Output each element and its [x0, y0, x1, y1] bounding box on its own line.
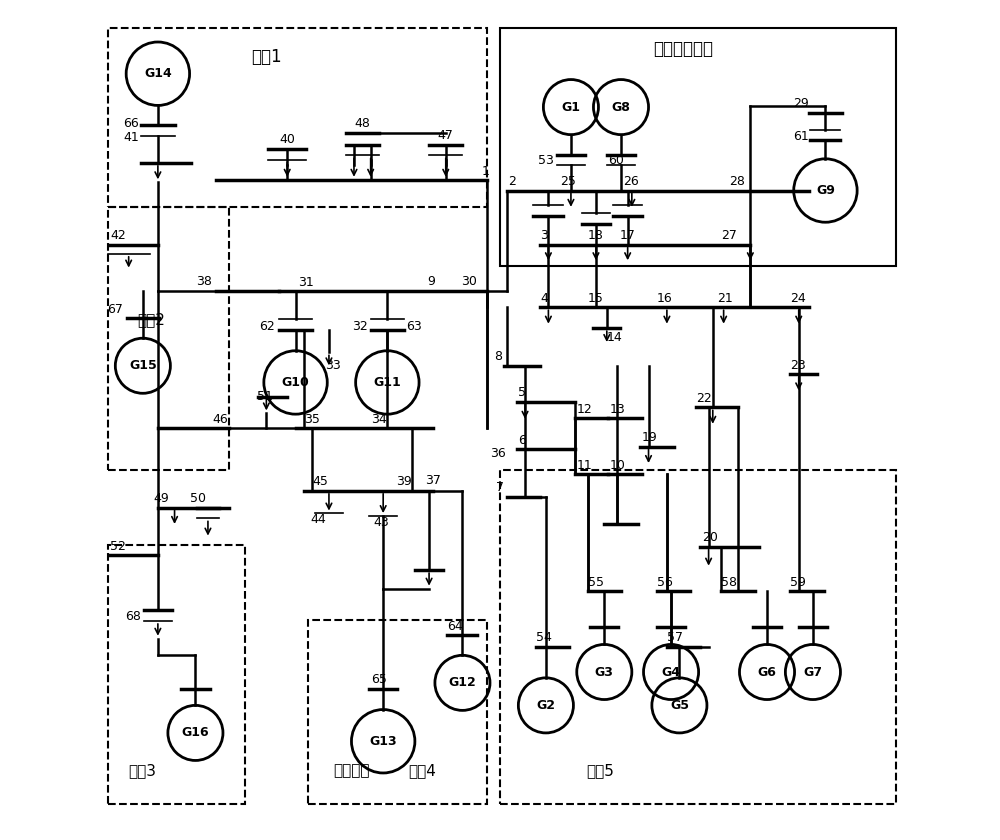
Text: G13: G13 [369, 735, 397, 748]
Text: 64: 64 [447, 620, 463, 633]
Text: 10: 10 [610, 459, 626, 472]
Text: 45: 45 [312, 475, 328, 488]
Bar [108, 545, 245, 804]
Text: G3: G3 [595, 665, 614, 679]
Text: G4: G4 [662, 665, 681, 679]
Text: 36: 36 [490, 447, 506, 459]
Text: G15: G15 [129, 360, 157, 372]
Text: 61: 61 [793, 130, 809, 143]
Text: 区域4: 区域4 [408, 763, 436, 778]
Text: 23: 23 [790, 359, 806, 371]
Text: G2: G2 [536, 699, 555, 711]
Text: G11: G11 [373, 376, 401, 389]
Text: 19: 19 [642, 431, 658, 444]
Text: 16: 16 [657, 291, 673, 305]
Text: 60: 60 [608, 154, 624, 167]
Text: 纽约系统: 纽约系统 [333, 763, 370, 778]
Text: 22: 22 [696, 392, 712, 405]
Text: 41: 41 [123, 131, 139, 144]
Text: 67: 67 [107, 302, 123, 316]
Bar [500, 470, 896, 804]
Text: 46: 46 [212, 412, 228, 426]
Text: 54: 54 [536, 632, 552, 644]
Text: 5: 5 [518, 386, 526, 399]
Bar [108, 28, 487, 207]
Text: 33: 33 [325, 359, 341, 372]
Text: 32: 32 [352, 320, 368, 333]
Text: 14: 14 [607, 331, 623, 344]
Text: 6: 6 [518, 433, 526, 447]
Text: 21: 21 [717, 291, 733, 305]
Text: 34: 34 [371, 412, 386, 426]
Text: G1: G1 [561, 101, 580, 113]
Text: 3: 3 [540, 229, 548, 242]
Text: 40: 40 [279, 134, 295, 146]
Text: 49: 49 [153, 492, 169, 505]
Text: 30: 30 [461, 276, 477, 288]
Text: 11: 11 [577, 459, 593, 472]
Text: 区域3: 区域3 [129, 763, 157, 778]
Text: G6: G6 [758, 665, 776, 679]
Text: 31: 31 [298, 276, 314, 289]
Text: G10: G10 [282, 376, 309, 389]
Text: 29: 29 [793, 97, 809, 109]
Text: 4: 4 [540, 291, 548, 305]
Text: G12: G12 [449, 676, 476, 690]
Text: G14: G14 [144, 67, 172, 80]
Text: 2: 2 [508, 175, 516, 188]
Text: 57: 57 [667, 632, 683, 644]
Text: 1: 1 [482, 165, 490, 178]
Text: 62: 62 [259, 320, 275, 333]
Text: G9: G9 [816, 184, 835, 197]
Text: 55: 55 [588, 575, 604, 589]
Text: 24: 24 [790, 291, 806, 305]
Bar [108, 207, 229, 470]
Text: 59: 59 [790, 575, 806, 589]
Text: 42: 42 [110, 229, 126, 242]
Text: 35: 35 [304, 412, 320, 426]
Text: G16: G16 [182, 727, 209, 739]
Text: 66: 66 [123, 118, 139, 130]
Text: 48: 48 [354, 118, 370, 130]
Text: 56: 56 [657, 575, 673, 589]
Text: 37: 37 [425, 474, 441, 486]
Text: 20: 20 [702, 532, 718, 544]
Text: 17: 17 [619, 229, 635, 242]
Text: 68: 68 [125, 610, 141, 622]
Text: 65: 65 [371, 673, 387, 686]
Bar [500, 28, 896, 265]
Text: G5: G5 [670, 699, 689, 711]
Text: 58: 58 [721, 575, 737, 589]
Text: 15: 15 [588, 291, 603, 305]
Text: 38: 38 [196, 276, 212, 288]
Text: 区域5: 区域5 [586, 763, 614, 778]
Text: G7: G7 [803, 665, 822, 679]
Bar [308, 620, 487, 804]
Text: 39: 39 [396, 475, 411, 488]
Text: 新英格兰系统: 新英格兰系统 [654, 39, 714, 58]
Text: 51: 51 [257, 390, 273, 403]
Text: 27: 27 [721, 229, 737, 242]
Text: 43: 43 [373, 516, 389, 529]
Text: 63: 63 [406, 320, 421, 333]
Text: G8: G8 [612, 101, 630, 113]
Text: 28: 28 [729, 175, 745, 188]
Text: 47: 47 [438, 129, 454, 142]
Text: 区域2: 区域2 [137, 312, 165, 328]
Text: 53: 53 [538, 154, 554, 167]
Text: 50: 50 [190, 492, 206, 505]
Text: 8: 8 [495, 350, 503, 363]
Text: 25: 25 [560, 175, 576, 188]
Text: 13: 13 [610, 403, 626, 416]
Text: 52: 52 [110, 539, 126, 553]
Text: 18: 18 [588, 229, 603, 242]
Text: 44: 44 [311, 513, 326, 527]
Text: 区域1: 区域1 [251, 48, 282, 66]
Text: 7: 7 [496, 481, 504, 494]
Text: 9: 9 [427, 276, 435, 288]
Text: 12: 12 [577, 403, 593, 416]
Text: 26: 26 [623, 175, 639, 188]
